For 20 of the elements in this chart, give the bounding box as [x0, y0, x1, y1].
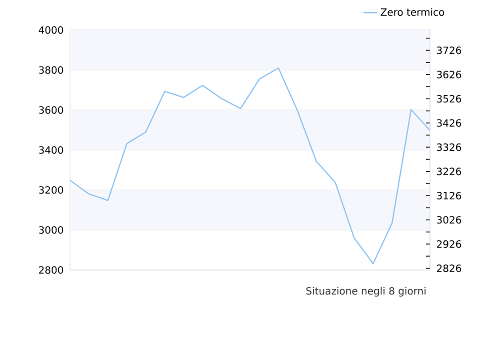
y2-tick-label: 2926 [437, 240, 462, 248]
y-tick-label: 3200 [39, 186, 64, 194]
y2-tick-label: 2826 [437, 264, 462, 272]
y-tick-label: 3000 [39, 226, 64, 234]
y-tick-label: 3800 [39, 66, 64, 74]
line-series [69, 67, 431, 264]
y2-tick-label: 3526 [437, 94, 462, 103]
y-tick-label: 3400 [39, 146, 64, 154]
y2-tick-label: 3226 [437, 168, 462, 176]
x-axis-title: Situazione negli 8 giorni [306, 286, 426, 297]
y-tick-label: 3600 [39, 106, 64, 114]
y2-tick-label: 3626 [437, 70, 462, 78]
y2-tick-label: 3326 [437, 143, 462, 151]
legend-label: Zero termico [380, 8, 444, 16]
y2-tick-label: 3126 [437, 192, 462, 200]
y-tick-label: 2800 [39, 266, 64, 274]
y2-tick-label: 3726 [437, 46, 462, 54]
y-tick-label: 4000 [38, 26, 64, 34]
y2-tick-label: 3426 [437, 119, 462, 127]
y2-tick-label: 3026 [437, 216, 462, 224]
